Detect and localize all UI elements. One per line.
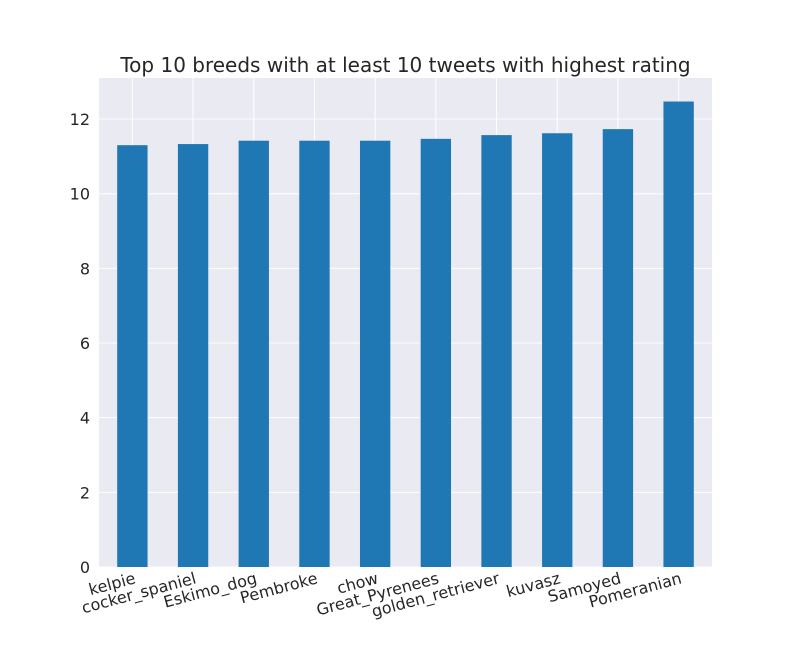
bar-Samoyed — [602, 129, 634, 567]
y-tick-label: 0 — [80, 558, 90, 577]
bars — [117, 101, 694, 568]
bar-Eskimo_dog — [238, 140, 269, 567]
y-tick-label: 12 — [70, 110, 90, 129]
bar-golden_retriever — [481, 135, 512, 567]
y-tick-label: 10 — [70, 185, 90, 204]
bar-chow — [359, 140, 391, 567]
y-tick-label: 8 — [80, 259, 90, 278]
y-tick-label: 4 — [80, 409, 90, 428]
bar-kelpie — [117, 145, 148, 567]
y-tick-labels: 0 2 4 6 8 10 12 — [70, 110, 90, 577]
y-tick-label: 2 — [80, 483, 90, 502]
y-tick-label: 6 — [80, 334, 90, 353]
bar-kuvasz — [542, 133, 573, 568]
bar-cocker_spaniel — [177, 144, 209, 568]
bar-Pomeranian — [663, 101, 694, 568]
bar-Pembroke — [299, 140, 330, 567]
chart-title: Top 10 breeds with at least 10 tweets wi… — [119, 53, 690, 77]
bar-Great_Pyrenees — [420, 138, 452, 567]
